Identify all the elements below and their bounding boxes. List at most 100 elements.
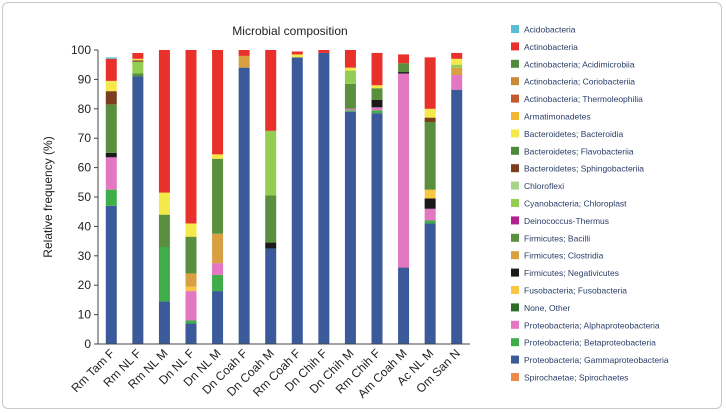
bar-segment [451,52,463,59]
bar-segment [398,73,410,268]
legend-swatch [511,129,519,138]
y-tick-label: 10 [78,308,92,322]
bar-segment [185,323,197,344]
bar-segment [132,60,144,62]
bar-segment [265,242,277,249]
bar-segment [344,108,356,111]
bar-segment [185,320,197,324]
legend: Acidobacteria Actinobacteria Actinobacteri… [511,25,669,383]
bar-segment [185,50,197,224]
legend-swatch [511,77,519,86]
bar-segment [105,58,117,81]
legend-swatch [511,112,519,120]
legend-swatch [511,251,519,260]
legend-entry: Proteobacteria; Gammaproteobacteria [524,355,669,365]
legend-swatch [511,216,519,225]
bar-segment [344,67,356,71]
y-tick-label: 50 [78,190,92,204]
bar-segment [424,198,436,209]
bar-segment [158,192,170,215]
legend-swatch [511,146,519,155]
bar-segment [212,274,224,292]
bar-segment [105,104,117,153]
legend-entry: Actinobacteria; Coriobacteriia [524,77,635,87]
bar-segment [344,70,356,84]
x-axis-ticks: Rm Tam FRm NL FRm NL MDn NL FDn NL MDn C… [69,346,463,401]
bar-segment [371,52,383,86]
bar-segment [212,291,224,344]
y-tick-label: 80 [78,102,92,116]
bar-segment [212,158,224,234]
bar-segment [238,67,250,344]
bar-segment [424,189,436,199]
bar-segment [398,72,410,74]
bar-segment [238,55,250,68]
legend-entry: Deinococcus-Thermus [524,216,609,226]
bar-segment [158,246,170,302]
legend-entry: Bacteroidetes; Bacteroidia [524,129,623,139]
bar-segment [451,58,463,65]
bar-segment [132,73,144,77]
bar-segment [158,214,170,247]
y-axis-label: Relative frequency (%) [41,136,55,257]
bar-segment [371,99,383,108]
bar-segment [158,50,170,193]
legend-entry: Bacteroidetes; Flavobacteriia [524,146,634,156]
legend-swatch [511,286,519,294]
bar-segment [291,57,303,344]
y-tick-label: 90 [78,72,92,86]
legend-entry: Firmicutes; Bacilli [524,233,590,243]
legend-swatch [511,355,519,364]
legend-entry: Chloroflexi [524,181,564,191]
bar-segment [265,50,277,131]
bar-segment [451,64,463,68]
bar-segment [344,110,356,112]
legend-entry: Armatimonadetes [524,112,591,122]
bar-segment [371,110,383,114]
legend-swatch [511,373,519,381]
bar-segment [212,154,224,159]
legend-swatch [511,42,519,51]
bar-segment [105,157,117,190]
bar-segment [132,61,144,74]
legend-swatch [511,199,519,207]
legend-swatch [511,164,519,173]
bar-segment [185,291,197,321]
legend-swatch [511,59,519,68]
legend-swatch [511,268,519,277]
bar-segment [265,248,277,344]
bar-segment [132,52,144,59]
y-tick-label: 0 [84,337,91,351]
bar-segment [105,189,117,206]
legend-entry: Bacteroidetes; Sphingobacteriia [524,164,644,174]
legend-swatch [511,181,519,190]
bar-segment [185,286,197,292]
legend-entry: Firmicutes; Clostridia [524,251,604,261]
legend-entry: Fusobacteria; Fusobacteria [524,286,627,296]
bar-segment [158,301,170,344]
legend-swatch [511,25,519,33]
bar-segment [238,50,250,56]
bar-segment [265,130,277,196]
bar-segment [424,57,436,109]
legend-entry: Acidobacteria [524,25,576,35]
bar-segment [371,113,383,345]
bar-segment [132,76,144,345]
bar-segment [451,67,463,75]
bar-segment [265,195,277,243]
legend-entry: None, Other [524,303,570,313]
legend-entry: Actinobacteria; Acidimicrobiia [524,59,635,69]
bar-segment [105,57,117,59]
y-axis-ticks: 0 10 20 30 40 50 60 70 80 90 100 [71,43,98,351]
legend-swatch [511,303,519,312]
bar-segment [132,58,144,61]
bar-segment [424,223,436,344]
legend-entry: Actinobacteria [524,42,578,52]
legend-entry: Actinobacteria; Thermoleophilia [524,94,643,104]
bar-segment [451,74,463,90]
bar-segment [291,51,303,55]
bar-segment [212,263,224,275]
chart-frame [2,2,722,409]
bar-segment [398,267,410,344]
